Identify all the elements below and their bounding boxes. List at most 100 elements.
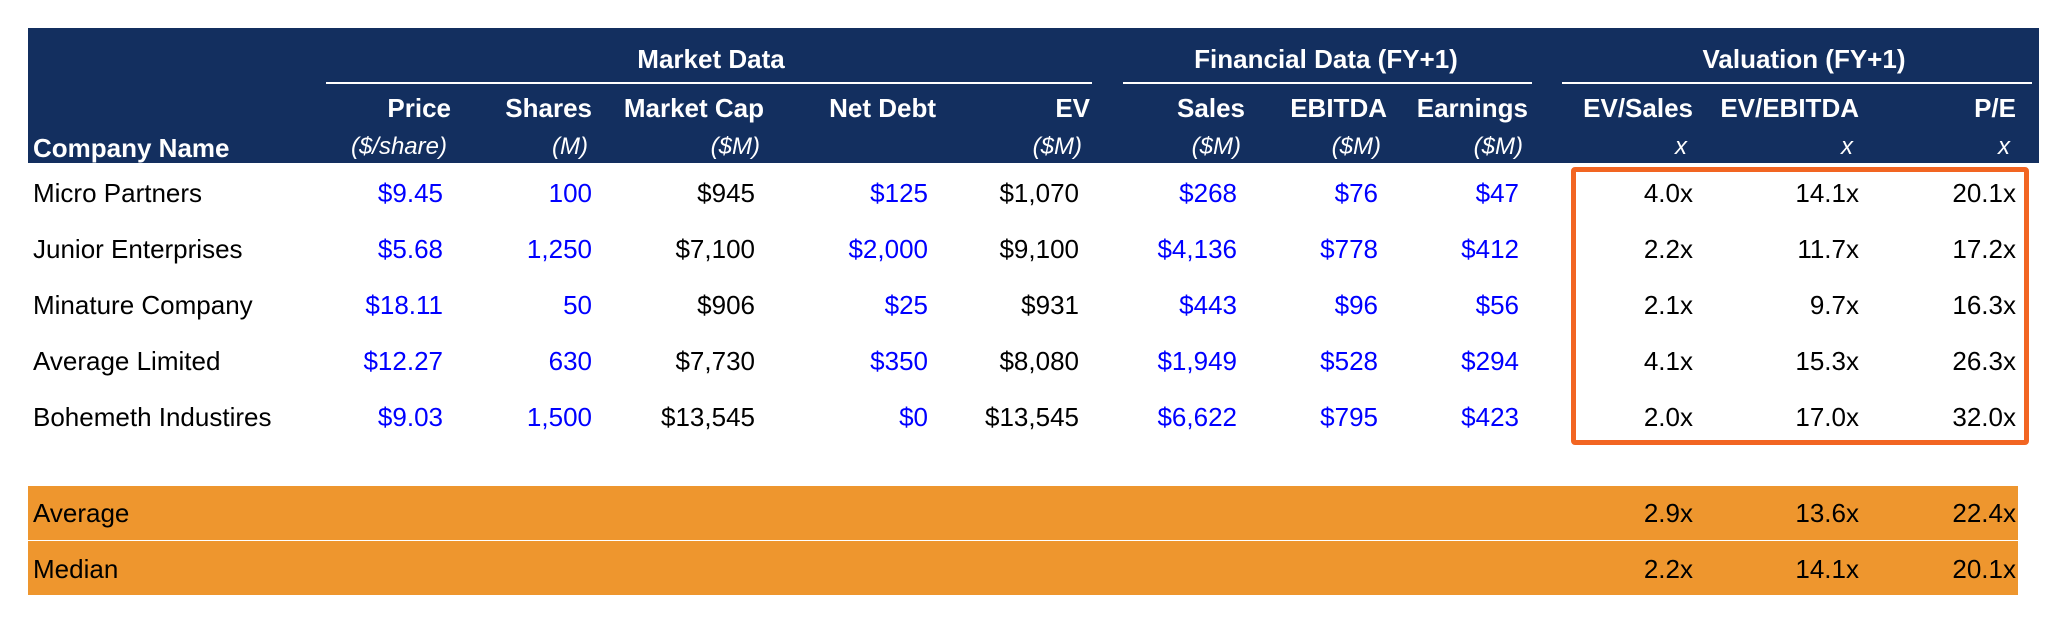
- earnings-cell: $423: [1461, 402, 1519, 432]
- price-cell: $18.11: [365, 290, 443, 320]
- net-debt-cell: $25: [884, 290, 928, 320]
- summary-pe-cell: 20.1x: [1952, 554, 2016, 584]
- ebitda-cell: $76: [1334, 178, 1378, 208]
- ev-sales-cell: 2.0x: [1643, 402, 1693, 432]
- market-cap-cell: $13,545: [661, 402, 755, 432]
- net-debt-cell: $125: [870, 178, 928, 208]
- group-valuation-underline: [1562, 82, 2032, 84]
- col-company-name: Company Name: [33, 133, 230, 163]
- price-cell: $12.27: [363, 346, 443, 376]
- col-pe-unit: x: [1998, 133, 2010, 160]
- shares-cell: 50: [563, 290, 592, 320]
- pe-cell: 20.1x: [1952, 178, 2016, 208]
- ev-sales-cell: 2.1x: [1643, 290, 1693, 320]
- company-name-cell: Bohemeth Industires: [33, 402, 272, 432]
- col-market-cap-unit: ($M): [710, 133, 760, 160]
- ev-cell: $13,545: [985, 402, 1079, 432]
- shares-cell: 100: [548, 178, 592, 208]
- summary-ev-ebitda-cell: 14.1x: [1795, 554, 1859, 584]
- col-ev-ebitda-unit: x: [1841, 133, 1853, 160]
- valuation-highlight-box: [1571, 167, 2029, 445]
- net-debt-cell: $0: [899, 402, 928, 432]
- col-price-header: Price: [387, 93, 451, 123]
- col-shares-header: Shares: [505, 93, 592, 123]
- company-name-cell: Minature Company: [33, 290, 253, 320]
- ev-cell: $8,080: [999, 346, 1079, 376]
- summary-ev-ebitda-cell: 13.6x: [1795, 498, 1859, 528]
- shares-cell: 1,250: [526, 234, 592, 264]
- pe-cell: 32.0x: [1952, 402, 2016, 432]
- company-name-cell: Junior Enterprises: [33, 234, 243, 264]
- group-market-underline: [326, 82, 1092, 84]
- sales-cell: $4,136: [1157, 234, 1237, 264]
- net-debt-cell: $2,000: [848, 234, 928, 264]
- col-sales-header: Sales: [1177, 93, 1245, 123]
- col-ebitda-unit: ($M): [1331, 133, 1381, 160]
- col-ev-ebitda-header: EV/EBITDA: [1720, 93, 1859, 123]
- header-band: [28, 28, 2039, 163]
- pe-cell: 17.2x: [1952, 234, 2016, 264]
- summary-ev-sales-cell: 2.2x: [1643, 554, 1693, 584]
- summary-label-median: Median: [33, 554, 119, 584]
- col-price-unit: ($/share): [350, 133, 447, 160]
- shares-cell: 1,500: [526, 402, 592, 432]
- market-cap-cell: $7,100: [675, 234, 755, 264]
- sales-cell: $6,622: [1157, 402, 1237, 432]
- earnings-cell: $294: [1461, 346, 1519, 376]
- sales-cell: $268: [1179, 178, 1237, 208]
- market-cap-cell: $945: [697, 178, 755, 208]
- ev-ebitda-cell: 9.7x: [1809, 290, 1859, 320]
- ev-ebitda-cell: 11.7x: [1797, 234, 1859, 264]
- ev-ebitda-cell: 17.0x: [1795, 402, 1859, 432]
- shares-cell: 630: [548, 346, 592, 376]
- col-earnings-unit: ($M): [1473, 133, 1523, 160]
- col-earnings-header: Earnings: [1416, 93, 1528, 123]
- ev-ebitda-cell: 15.3x: [1795, 346, 1859, 376]
- sales-cell: $443: [1179, 290, 1237, 320]
- sales-cell: $1,949: [1157, 346, 1237, 376]
- ebitda-cell: $528: [1320, 346, 1378, 376]
- col-ev-header: EV: [1055, 93, 1090, 123]
- market-cap-cell: $7,730: [675, 346, 755, 376]
- ebitda-cell: $795: [1320, 402, 1378, 432]
- price-cell: $5.68: [377, 234, 443, 264]
- ev-sales-cell: 4.0x: [1643, 178, 1693, 208]
- summary-row-median: [28, 541, 2018, 595]
- ev-sales-cell: 4.1x: [1643, 346, 1693, 376]
- group-financial-underline: [1123, 82, 1532, 84]
- company-name-cell: Micro Partners: [33, 178, 203, 208]
- group-valuation: Valuation (FY+1): [1702, 44, 1906, 74]
- ev-ebitda-cell: 14.1x: [1795, 178, 1859, 208]
- ev-cell: $9,100: [999, 234, 1079, 264]
- col-net-debt-header: Net Debt: [829, 93, 936, 123]
- earnings-cell: $56: [1475, 290, 1519, 320]
- col-ev-sales-header: EV/Sales: [1583, 93, 1693, 123]
- summary-label-average: Average: [33, 498, 130, 528]
- col-ebitda-header: EBITDA: [1290, 93, 1387, 123]
- col-sales-unit: ($M): [1191, 133, 1241, 160]
- ev-sales-cell: 2.2x: [1643, 234, 1693, 264]
- pe-cell: 26.3x: [1952, 346, 2016, 376]
- ebitda-cell: $778: [1320, 234, 1378, 264]
- col-ev-unit: ($M): [1032, 133, 1082, 160]
- ev-cell: $931: [1021, 290, 1079, 320]
- market-cap-cell: $906: [697, 290, 755, 320]
- price-cell: $9.03: [377, 402, 443, 432]
- ebitda-cell: $96: [1334, 290, 1378, 320]
- summary-ev-sales-cell: 2.9x: [1643, 498, 1693, 528]
- col-ev-sales-unit: x: [1675, 133, 1687, 160]
- summary-pe-cell: 22.4x: [1952, 498, 2016, 528]
- col-shares-unit: (M): [552, 133, 588, 160]
- pe-cell: 16.3x: [1952, 290, 2016, 320]
- col-pe-header: P/E: [1974, 93, 2016, 123]
- group-financial-data: Financial Data (FY+1): [1194, 44, 1458, 74]
- col-market-cap-header: Market Cap: [623, 93, 764, 123]
- price-cell: $9.45: [377, 178, 443, 208]
- earnings-cell: $412: [1461, 234, 1519, 264]
- net-debt-cell: $350: [870, 346, 928, 376]
- earnings-cell: $47: [1475, 178, 1519, 208]
- ev-cell: $1,070: [999, 178, 1079, 208]
- summary-row-average: [28, 486, 2018, 540]
- company-name-cell: Average Limited: [33, 346, 221, 376]
- group-market-data: Market Data: [637, 44, 785, 74]
